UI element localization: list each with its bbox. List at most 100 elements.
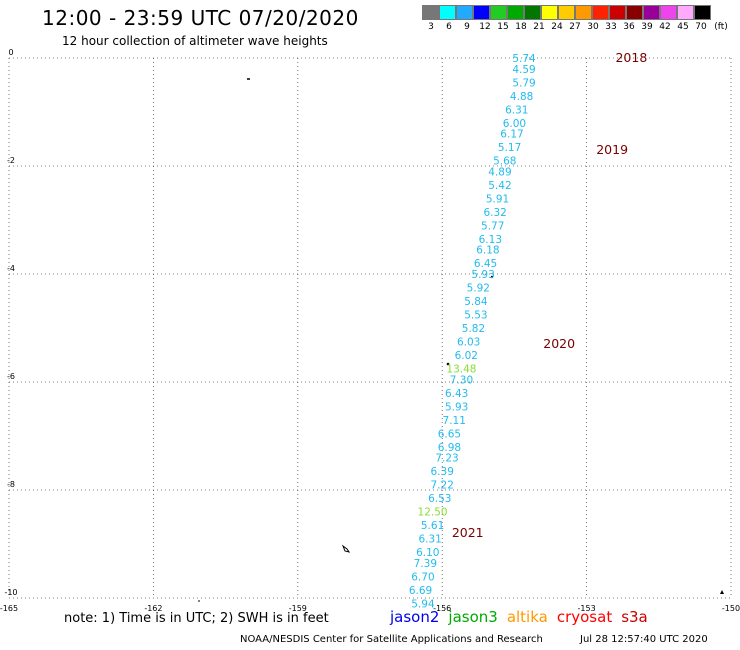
- legend-swatch: [439, 5, 456, 20]
- wave-height-value: 12.50: [418, 507, 448, 519]
- wave-height-value: 5.84: [464, 296, 488, 308]
- wave-height-value: 6.17: [500, 129, 523, 141]
- y-tick-label: -6: [7, 372, 15, 381]
- legend-label: 24: [551, 22, 563, 32]
- satellite-cryosat: cryosat: [556, 608, 613, 626]
- page-title: 12:00 - 23:59 UTC 07/20/2020: [42, 6, 359, 30]
- wave-height-value: 6.45: [474, 258, 497, 270]
- wave-height-value: 5.93: [445, 401, 468, 413]
- page-subtitle: 12 hour collection of altimeter wave hei…: [62, 34, 328, 48]
- legend-swatch: [694, 5, 711, 20]
- wave-height-value: 5.53: [464, 310, 487, 322]
- legend-swatch: [490, 5, 507, 20]
- wave-height-value: 6.13: [479, 234, 502, 246]
- legend-label: 42: [659, 22, 671, 32]
- wave-height-value: 7.39: [414, 558, 437, 570]
- wave-height-value: 7.22: [431, 480, 454, 492]
- axis-tick-labels: -165 -162 -159 -156 -153 -150 0 -2 -4 -6 -8 -10: [0, 48, 740, 613]
- legend-label: 9: [464, 22, 470, 32]
- legend-labels: 3 6 9 12 15 18 21 24 27 30 33 36 39 42 45 70 (ft): [422, 20, 728, 34]
- wave-height-value: 6.39: [431, 466, 454, 478]
- legend-swatch: [575, 5, 592, 20]
- legend-label: 70: [695, 22, 707, 32]
- wave-height-value: 5.61: [421, 520, 444, 532]
- legend-label: 33: [605, 22, 617, 32]
- wave-height-value: 4.59: [512, 64, 535, 76]
- legend-label: 12: [479, 22, 491, 32]
- wave-height-value: 5.82: [462, 323, 485, 335]
- wave-height-value: 6.18: [476, 245, 499, 257]
- wave-height-value: 6.53: [428, 493, 451, 505]
- wave-height-value: 6.31: [505, 104, 528, 116]
- legend-label: 3: [428, 22, 434, 32]
- legend-swatch: [422, 5, 439, 20]
- wave-height-value: 5.79: [512, 77, 535, 89]
- wave-height-value: 6.69: [409, 585, 432, 597]
- wave-height-value: 5.74: [512, 53, 536, 65]
- legend-swatch: [643, 5, 660, 20]
- y-tick-label: -4: [7, 264, 15, 273]
- legend-label: 21: [533, 22, 545, 32]
- pass-time-label: 2021: [452, 525, 484, 540]
- legend-swatch: [609, 5, 626, 20]
- wave-height-value: 5.94: [411, 598, 435, 610]
- pass-time-label: 2020: [543, 336, 575, 351]
- pass-time-labels: 2018 2019 2020 2021: [452, 50, 648, 540]
- islet-dot-2: [490, 275, 494, 279]
- wave-height-value: 6.03: [457, 337, 480, 349]
- legend-swatch: [592, 5, 609, 20]
- satellite-key: jason2 jason3 altika cryosat s3a: [390, 608, 657, 626]
- x-tick-label: -165: [0, 604, 18, 613]
- wave-height-value: 7.23: [435, 453, 458, 465]
- y-tick-label: 0: [8, 48, 13, 57]
- legend-swatch: [660, 5, 677, 20]
- y-tick-label: -2: [7, 156, 15, 165]
- footer-timestamp: Jul 28 12:57:40 UTC 2020: [580, 634, 708, 645]
- legend-label: (ft): [714, 22, 728, 32]
- wave-height-value: 6.70: [411, 571, 434, 583]
- footnote: note: 1) Time is in UTC; 2) SWH is in fe…: [64, 611, 329, 626]
- satellite-jason2: jason2: [390, 608, 440, 626]
- legend-label: 27: [569, 22, 581, 32]
- color-legend: 3 6 9 12 15 18 21 24 27 30 33 36 39 42 45 70 (ft): [422, 5, 728, 34]
- wave-height-value: 4.88: [510, 91, 533, 103]
- y-tick-label: -8: [7, 480, 15, 489]
- map-grid: [8, 57, 732, 599]
- wave-height-value: 5.92: [467, 283, 490, 295]
- footer-source: NOAA/NESDIS Center for Satellite Applica…: [240, 634, 543, 645]
- legend-label: 18: [515, 22, 527, 32]
- island-outline: [341, 544, 351, 553]
- legend-swatch: [677, 5, 694, 20]
- x-tick-label: -153: [578, 604, 596, 613]
- wave-height-value: 5.42: [488, 180, 511, 192]
- island-outline-2: [720, 590, 724, 594]
- legend-swatch: [473, 5, 490, 20]
- wave-height-value: 7.30: [450, 374, 473, 386]
- coastline-fragments: [198, 78, 724, 602]
- wave-height-value: 6.98: [438, 442, 461, 454]
- wave-height-value: 13.48: [446, 364, 476, 376]
- satellite-jason3: jason3: [448, 608, 498, 626]
- legend-label: 36: [623, 22, 635, 32]
- pass-time-label: 2019: [596, 142, 628, 157]
- legend-swatch: [558, 5, 575, 20]
- wave-height-value: 6.10: [416, 547, 439, 559]
- legend-swatch: [456, 5, 473, 20]
- wave-height-value: 5.91: [486, 193, 509, 205]
- satellite-altika: altika: [506, 608, 548, 626]
- y-tick-label: -10: [4, 588, 17, 597]
- wave-height-value: 5.68: [493, 156, 516, 168]
- x-tick-label: -162: [144, 604, 162, 613]
- legend-label: 6: [446, 22, 452, 32]
- pass-time-label: 2018: [615, 50, 647, 65]
- legend-label: 30: [587, 22, 599, 32]
- wave-height-value: 6.43: [445, 388, 468, 400]
- legend-swatch: [541, 5, 558, 20]
- legend-label: 39: [641, 22, 653, 32]
- x-tick-label: -156: [433, 604, 451, 613]
- wave-height-value: 6.65: [438, 428, 461, 440]
- wave-height-value: 6.02: [455, 350, 478, 362]
- legend-swatch: [626, 5, 643, 20]
- legend-label: 45: [677, 22, 689, 32]
